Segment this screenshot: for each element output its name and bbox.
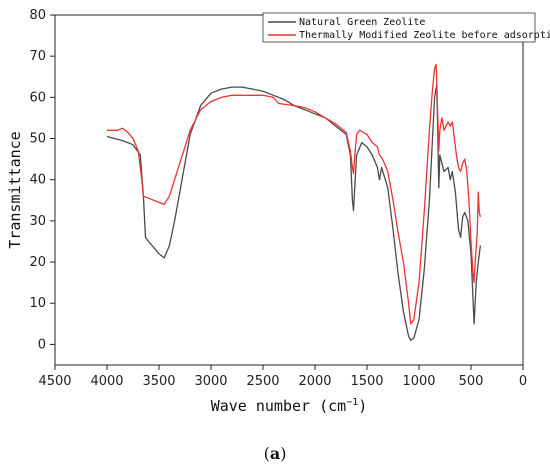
y-tick-label: 30 (29, 214, 46, 229)
legend: Natural Green Zeolite Thermally Modified… (262, 12, 550, 43)
y-tick-label: 70 (29, 49, 46, 64)
y-axis-title: Transmittance (6, 131, 24, 248)
x-tick-label: 2500 (246, 374, 279, 389)
y-tick-label: 80 (29, 8, 46, 23)
legend-box (262, 12, 536, 43)
y-tick-label: 0 (38, 337, 46, 352)
y-axis-ticks: 0 10 20 30 40 50 60 70 80 (29, 8, 55, 352)
x-tick-label: 0 (519, 374, 527, 389)
x-tick-label: 1000 (402, 374, 435, 389)
y-tick-label: 60 (29, 90, 46, 105)
figure-caption: (a) (264, 444, 287, 463)
legend-label-thermal: Thermally Modified Zeolite before adsorp… (299, 30, 550, 41)
plot-area (54, 14, 524, 366)
x-tick-label: 1500 (350, 374, 383, 389)
x-tick-label: 4000 (90, 374, 123, 389)
x-axis-title-main: Wave number (cm (211, 397, 346, 415)
x-axis-title: Wave number (cm−1) (211, 397, 368, 415)
x-tick-label: 3000 (194, 374, 227, 389)
x-tick-label: 2000 (298, 374, 331, 389)
x-axis-ticks: 4500 4000 3500 3000 2500 2000 1500 1000 500 0 (38, 365, 527, 389)
caption-close-paren: ) (280, 444, 286, 463)
x-tick-label: 500 (459, 374, 484, 389)
y-tick-label: 40 (29, 173, 46, 188)
series-line-thermally-modified-zeolite (107, 63, 482, 325)
x-tick-label: 3500 (142, 374, 175, 389)
series-line-natural-green-zeolite (106, 84, 482, 341)
x-axis-title-close: ) (358, 397, 367, 415)
plot-frame (54, 14, 524, 366)
series-layer (106, 63, 482, 341)
x-axis-title-superscript: −1 (346, 397, 358, 408)
y-tick-label: 20 (29, 255, 46, 270)
legend-label-natural: Natural Green Zeolite (299, 17, 425, 28)
y-tick-label: 10 (29, 296, 46, 311)
caption-open-paren: ( (264, 444, 270, 463)
y-tick-label: 50 (29, 132, 46, 147)
x-tick-label: 4500 (38, 374, 71, 389)
caption-letter: a (270, 444, 280, 463)
